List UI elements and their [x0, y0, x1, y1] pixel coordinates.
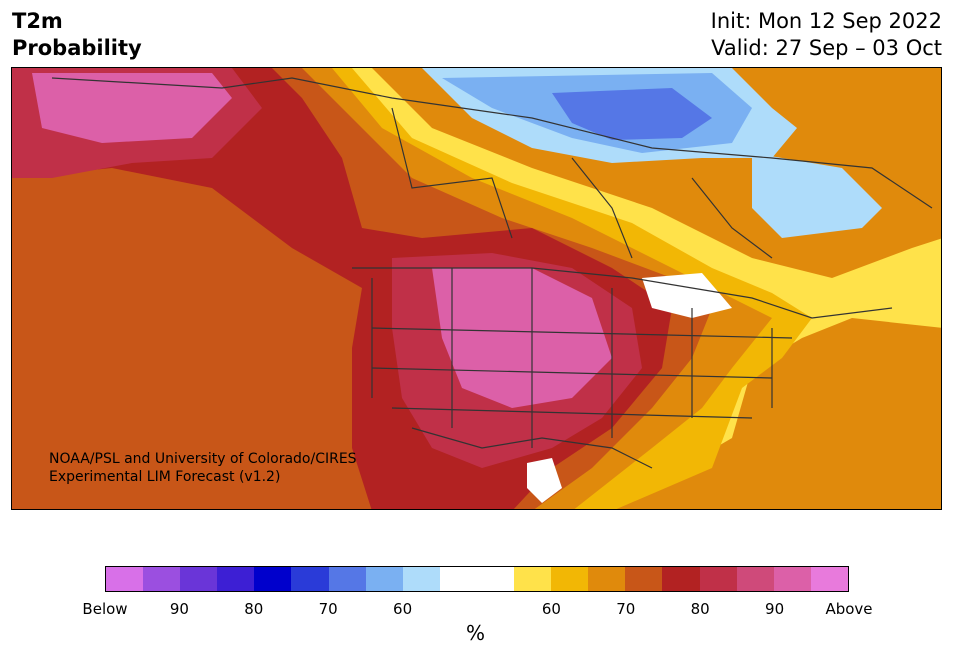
colorbar-segment [180, 567, 218, 591]
colorbar-segment [254, 567, 292, 591]
title-line-2: Probability [12, 36, 142, 60]
colorbar-segment [365, 567, 403, 591]
region-neutral-great-lakes [642, 273, 732, 318]
colorbar-tick-label: Below [82, 600, 128, 618]
colorbar-tick-label: Above [825, 600, 873, 618]
colorbar-segment [476, 567, 515, 591]
colorbar-segment [328, 567, 366, 591]
map-panel [11, 67, 942, 510]
colorbar-segment [551, 567, 589, 591]
colorbar-segment [291, 567, 329, 591]
colorbar-segment [217, 567, 255, 591]
colorbar-segment [514, 567, 552, 591]
colorbar [105, 566, 849, 592]
region-neutral-mexico [527, 458, 562, 503]
credit-line-2: Experimental LIM Forecast (v1.2) [49, 469, 281, 485]
region-above-90 [32, 73, 612, 408]
region-below-65 [552, 88, 712, 140]
credit-text: NOAA/PSL and University of Colorado/CIRE… [49, 450, 357, 486]
colorbar-tick-label: 70 [616, 600, 636, 618]
colorbar-segment [439, 567, 477, 591]
colorbar-segment [662, 567, 700, 591]
colorbar-segment [736, 567, 774, 591]
colorbar-segment [773, 567, 811, 591]
colorbar-tick-label: 90 [169, 600, 189, 618]
colorbar-tick-label: 90 [765, 600, 785, 618]
map-title: T2m Probability [12, 8, 142, 62]
probability-map [12, 68, 941, 509]
colorbar-tick-label: 80 [690, 600, 710, 618]
colorbar-tick-label: 60 [541, 600, 561, 618]
forecast-info: Init: Mon 12 Sep 2022 Valid: 27 Sep – 03… [711, 8, 942, 62]
credit-line-1: NOAA/PSL and University of Colorado/CIRE… [49, 451, 357, 467]
colorbar-segment [143, 567, 181, 591]
colorbar-segment [810, 567, 848, 591]
colorbar-segment [625, 567, 663, 591]
colorbar-segment [699, 567, 737, 591]
colorbar-tick-label: 60 [393, 600, 413, 618]
colorbar-segment [106, 567, 144, 591]
valid-range: Valid: 27 Sep – 03 Oct [711, 36, 942, 60]
init-date: Init: Mon 12 Sep 2022 [710, 9, 942, 33]
political-borders [51, 77, 933, 469]
colorbar-segment [588, 567, 626, 591]
colorbar-tick-label: 80 [244, 600, 264, 618]
colorbar-tick-label: 70 [318, 600, 338, 618]
colorbar-unit: % [466, 621, 486, 645]
title-line-1: T2m [12, 9, 63, 33]
colorbar-segment [402, 567, 440, 591]
region-below-55-east [752, 153, 882, 238]
